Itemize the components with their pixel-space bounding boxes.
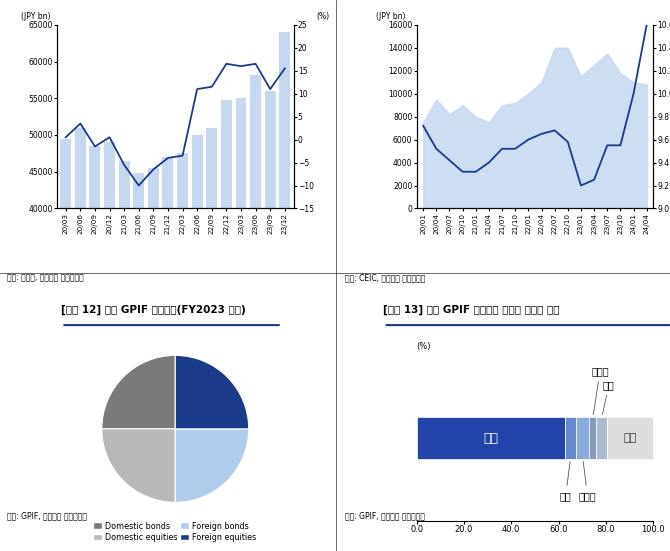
Bar xyxy=(90,146,100,503)
Bar xyxy=(607,417,653,458)
Bar xyxy=(565,417,576,458)
Bar xyxy=(596,417,607,458)
Bar xyxy=(119,161,129,503)
Bar xyxy=(192,135,202,503)
Text: 중국: 중국 xyxy=(602,380,615,415)
Bar xyxy=(250,75,261,503)
Bar xyxy=(265,91,275,503)
Wedge shape xyxy=(176,429,249,503)
Text: 프랑스: 프랑스 xyxy=(579,462,596,501)
Text: (%): (%) xyxy=(316,12,329,21)
Bar xyxy=(104,142,115,503)
Bar xyxy=(417,417,565,458)
Text: 캐나다: 캐나다 xyxy=(591,366,609,415)
Bar xyxy=(236,98,247,503)
Text: 자료: GPIF, 교보증권 리서치센터: 자료: GPIF, 교보증권 리서치센터 xyxy=(7,512,86,521)
Text: [도표 12] 일본 GPIF 자산배분(FY2023 기준): [도표 12] 일본 GPIF 자산배분(FY2023 기준) xyxy=(62,305,246,315)
Bar xyxy=(177,153,188,503)
Bar xyxy=(148,168,159,503)
Text: 자료: CEIC, 교보증권 리서치센터: 자료: CEIC, 교보증권 리서치센터 xyxy=(345,274,425,283)
Wedge shape xyxy=(102,355,176,429)
Bar xyxy=(206,128,217,503)
Bar xyxy=(590,417,596,458)
Bar xyxy=(75,128,86,503)
Text: (%): (%) xyxy=(417,342,431,350)
Text: 영국: 영국 xyxy=(560,462,572,501)
Bar xyxy=(576,417,590,458)
Text: 자료: 재무성, 교보증권 리서치센터: 자료: 재무성, 교보증권 리서치센터 xyxy=(7,274,84,283)
Text: 기타: 기타 xyxy=(624,433,636,443)
Text: (JPY bn): (JPY bn) xyxy=(21,12,51,21)
Bar xyxy=(221,100,232,503)
Bar xyxy=(60,139,71,503)
Bar xyxy=(279,32,290,503)
Bar xyxy=(133,173,144,503)
Text: 자료: GPIF, 교보증권 리서치센터: 자료: GPIF, 교보증권 리서치센터 xyxy=(345,512,425,521)
Text: (JPY bn): (JPY bn) xyxy=(377,12,406,21)
Text: 미국: 미국 xyxy=(483,431,498,445)
Text: [도표 13] 일본 GPIF 해외주식 자산의 국가별 비중: [도표 13] 일본 GPIF 해외주식 자산의 국가별 비중 xyxy=(383,305,560,315)
Wedge shape xyxy=(102,429,176,503)
Wedge shape xyxy=(176,355,249,429)
Legend: Domestic bonds, Domestic equities, Foreign bonds, Foreign equities: Domestic bonds, Domestic equities, Forei… xyxy=(94,522,256,542)
Bar xyxy=(163,157,174,503)
